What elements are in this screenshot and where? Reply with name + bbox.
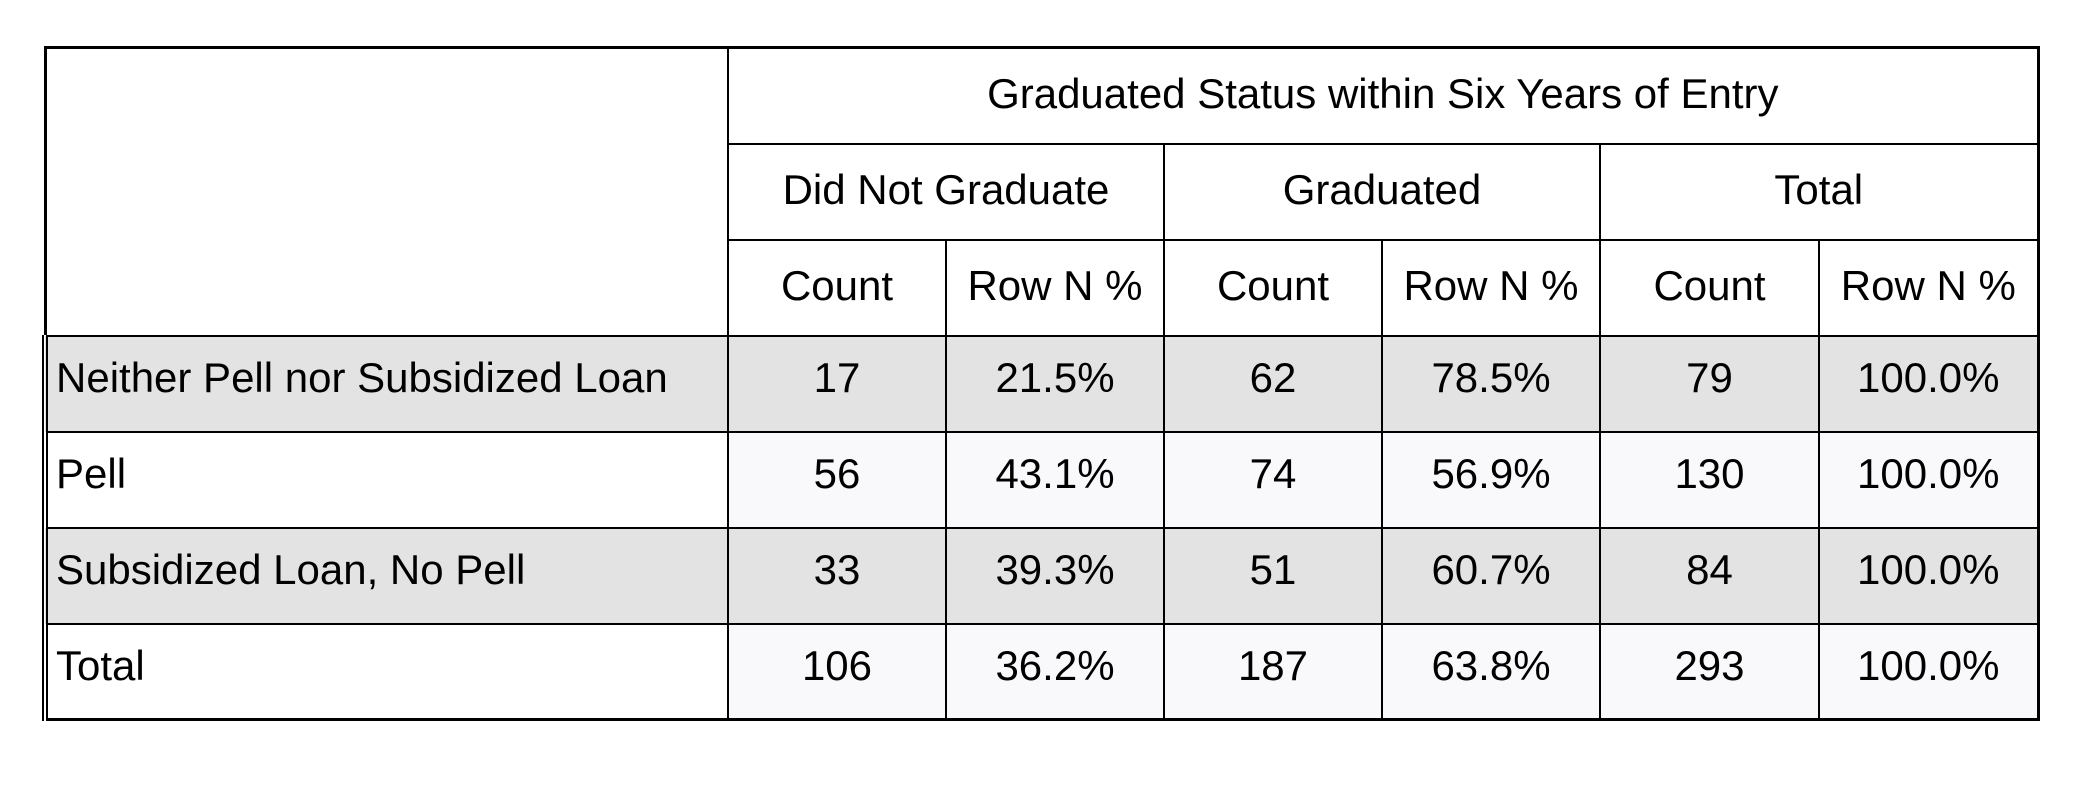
table-row: Total 106 36.2% 187 63.8% 293 100.0% bbox=[42, 622, 2040, 721]
subheader-count: Count bbox=[1599, 238, 1820, 337]
crosstab-table: Graduated Status within Six Years of Ent… bbox=[42, 46, 2040, 721]
cell-count: 62 bbox=[1163, 334, 1383, 433]
cell-count: 79 bbox=[1599, 334, 1820, 433]
cell-count: 187 bbox=[1163, 622, 1383, 721]
cell-row-pct: 36.2% bbox=[945, 622, 1165, 721]
table-row: Pell 56 43.1% 74 56.9% 130 100.0% bbox=[42, 430, 2040, 529]
subheader-count: Count bbox=[727, 238, 947, 337]
cell-count: 33 bbox=[727, 526, 947, 625]
cell-count: 130 bbox=[1599, 430, 1820, 529]
cell-row-pct: 43.1% bbox=[945, 430, 1165, 529]
table-title: Graduated Status within Six Years of Ent… bbox=[726, 46, 2040, 145]
cell-row-pct: 21.5% bbox=[945, 334, 1165, 433]
subheader-count: Count bbox=[1163, 238, 1383, 337]
cell-count: 56 bbox=[727, 430, 947, 529]
cell-row-pct: 56.9% bbox=[1381, 430, 1601, 529]
corner-cell bbox=[44, 46, 729, 337]
row-label: Pell bbox=[42, 430, 729, 529]
table-row: Neither Pell nor Subsidized Loan 17 21.5… bbox=[42, 334, 2040, 433]
cell-count: 17 bbox=[727, 334, 947, 433]
cell-count: 84 bbox=[1599, 526, 1820, 625]
cell-count: 293 bbox=[1599, 622, 1820, 721]
group-header-total: Total bbox=[1598, 142, 2040, 241]
cell-count: 51 bbox=[1163, 526, 1383, 625]
subheader-row-pct: Row N % bbox=[945, 238, 1165, 337]
subheader-row-pct: Row N % bbox=[1381, 238, 1601, 337]
cell-row-pct: 100.0% bbox=[1817, 430, 2040, 529]
cell-row-pct: 100.0% bbox=[1817, 622, 2040, 721]
cell-row-pct: 100.0% bbox=[1817, 526, 2040, 625]
cell-row-pct: 63.8% bbox=[1381, 622, 1601, 721]
group-header-row: Did Not Graduate Graduated Total bbox=[45, 142, 2040, 241]
subheader-row-pct: Row N % bbox=[1817, 238, 2040, 337]
row-label: Neither Pell nor Subsidized Loan bbox=[42, 334, 729, 433]
group-header-did-not-graduate: Did Not Graduate bbox=[727, 142, 1165, 241]
title-row: Graduated Status within Six Years of Ent… bbox=[44, 46, 2040, 337]
group-header-graduated: Graduated bbox=[1163, 142, 1601, 241]
cell-row-pct: 78.5% bbox=[1381, 334, 1601, 433]
cell-count: 74 bbox=[1163, 430, 1383, 529]
subheader-row: Count Row N % Count Row N % Count Row N … bbox=[45, 238, 2040, 337]
table-row: Subsidized Loan, No Pell 33 39.3% 51 60.… bbox=[42, 526, 2040, 625]
cell-row-pct: 60.7% bbox=[1381, 526, 1601, 625]
row-label: Total bbox=[42, 622, 729, 721]
cell-row-pct: 100.0% bbox=[1817, 334, 2040, 433]
row-label: Subsidized Loan, No Pell bbox=[42, 526, 729, 625]
cell-count: 106 bbox=[727, 622, 947, 721]
cell-row-pct: 39.3% bbox=[945, 526, 1165, 625]
